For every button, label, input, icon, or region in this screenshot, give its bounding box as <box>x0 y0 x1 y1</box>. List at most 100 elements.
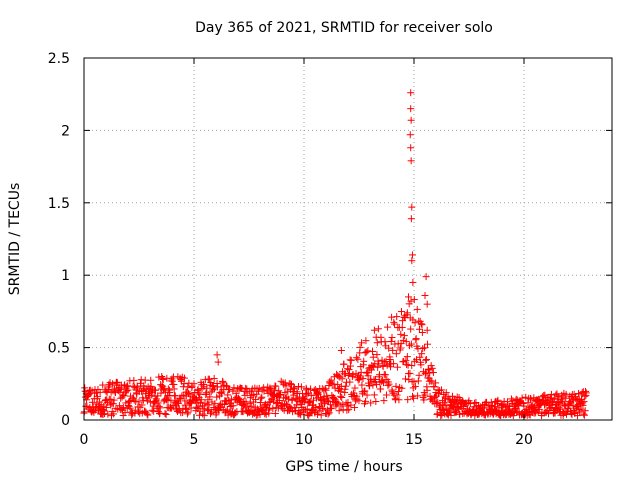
data-point <box>370 391 378 399</box>
data-point <box>312 403 320 411</box>
data-point <box>407 116 415 124</box>
data-point <box>342 399 350 407</box>
data-point <box>388 388 396 396</box>
data-point <box>367 399 375 407</box>
data-point <box>224 391 232 399</box>
y-axis-label: SRMTID / TECUs <box>7 183 23 296</box>
data-point <box>143 410 151 418</box>
data-point <box>162 396 170 404</box>
data-point <box>250 391 258 399</box>
data-point <box>430 383 438 391</box>
data-point <box>102 404 110 412</box>
data-point <box>166 388 174 396</box>
data-point <box>138 401 146 409</box>
data-point <box>337 392 345 400</box>
data-point <box>418 350 426 358</box>
data-point <box>99 381 107 389</box>
data-point <box>322 386 330 394</box>
data-point <box>144 411 152 419</box>
data-point <box>372 398 380 406</box>
data-point <box>367 377 375 385</box>
data-point <box>327 405 335 413</box>
data-point <box>257 394 265 402</box>
data-point <box>407 297 415 305</box>
data-point <box>354 355 362 363</box>
data-point <box>307 392 315 400</box>
data-series-srmtid <box>80 89 590 420</box>
data-point <box>413 305 421 313</box>
data-point <box>297 400 305 408</box>
data-point <box>416 353 424 361</box>
data-point <box>183 410 191 418</box>
data-point <box>155 402 163 410</box>
data-point <box>347 362 355 370</box>
data-point <box>579 401 587 409</box>
data-point <box>146 398 154 406</box>
data-point <box>335 407 343 415</box>
data-point <box>389 346 397 354</box>
data-point <box>406 342 414 350</box>
data-point <box>425 366 433 374</box>
data-point <box>512 395 520 403</box>
data-point <box>324 410 332 418</box>
grid <box>84 58 612 420</box>
data-point <box>162 411 170 419</box>
data-point <box>226 385 234 393</box>
data-point <box>392 382 400 390</box>
data-point <box>397 330 405 338</box>
data-point <box>242 384 250 392</box>
data-point <box>364 347 372 355</box>
data-point <box>371 375 379 383</box>
data-point <box>428 364 436 372</box>
data-point <box>393 391 401 399</box>
data-point <box>109 380 117 388</box>
data-point <box>287 380 295 388</box>
data-point <box>148 391 156 399</box>
data-point <box>363 391 371 399</box>
data-point <box>393 313 401 321</box>
data-point <box>346 356 354 364</box>
data-point <box>235 385 243 393</box>
data-point <box>104 410 112 418</box>
data-point <box>374 325 382 333</box>
data-point <box>406 369 414 377</box>
data-point <box>186 390 194 398</box>
data-point <box>421 370 429 378</box>
data-point <box>414 377 422 385</box>
data-point <box>338 394 346 402</box>
data-point <box>347 401 355 409</box>
data-point <box>281 379 289 387</box>
data-point <box>360 357 368 365</box>
data-point <box>522 393 530 401</box>
data-point <box>355 397 363 405</box>
data-point <box>124 386 132 394</box>
data-point <box>112 404 120 412</box>
data-point <box>197 396 205 404</box>
data-point <box>266 404 274 412</box>
data-point <box>393 363 401 371</box>
chart-title: Day 365 of 2021, SRMTID for receiver sol… <box>195 20 493 36</box>
data-point <box>207 388 215 396</box>
data-point <box>392 350 400 358</box>
data-point <box>247 402 255 410</box>
data-point <box>424 340 432 348</box>
data-point <box>120 392 128 400</box>
data-point <box>407 89 415 97</box>
data-point <box>407 340 415 348</box>
data-point <box>547 390 555 398</box>
data-point <box>411 319 419 327</box>
data-point <box>231 409 239 417</box>
data-point <box>410 378 418 386</box>
data-point <box>411 382 419 390</box>
data-point <box>113 379 121 387</box>
data-point <box>403 361 411 369</box>
data-point <box>494 396 502 404</box>
data-point <box>255 384 263 392</box>
data-point <box>422 356 430 364</box>
data-point <box>130 396 138 404</box>
data-point <box>535 395 543 403</box>
data-point <box>154 399 162 407</box>
data-point <box>423 326 431 334</box>
data-point <box>135 398 143 406</box>
